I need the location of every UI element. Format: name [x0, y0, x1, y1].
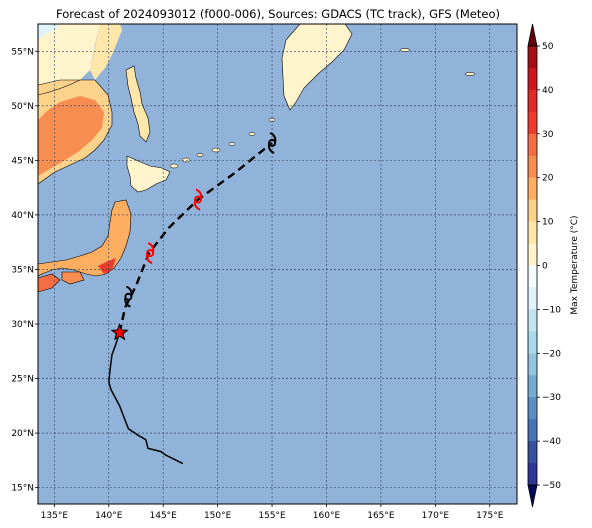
lat-tick-label: 20°N — [11, 429, 34, 439]
colorbar-band — [528, 199, 537, 222]
storm-symbol-icon — [124, 285, 133, 308]
colorbar-label: Max Temperature (°C) — [570, 215, 580, 314]
colorbar-band — [528, 309, 537, 332]
lon-tick-label: 165°E — [367, 511, 395, 521]
colorbar-band — [528, 441, 537, 464]
colorbar-band — [528, 177, 537, 201]
colorbar-band — [528, 133, 537, 157]
kamchatka-peninsula — [281, 24, 353, 111]
colorbar-band — [528, 155, 537, 179]
colorbar-tick-label: −20 — [542, 349, 561, 359]
colorbar-band — [528, 221, 537, 244]
map-frame — [37, 23, 518, 505]
colorbar-tick-label: −30 — [542, 393, 561, 403]
colorbar: 50 40 30 20 10 0 −10 −20 −30 −40 −50 — [527, 23, 561, 508]
colorbar-tick-label: 40 — [542, 86, 554, 96]
colorbar-band — [528, 419, 537, 442]
storm-symbol-icon — [193, 188, 203, 211]
longitude-axis: 135°E 140°E 145°E 150°E 155°E 160°E 165°E 170°E… — [41, 504, 504, 521]
honshu-island — [38, 199, 132, 277]
lon-tick-label: 160°E — [313, 511, 341, 521]
lat-tick-label: 40°N — [11, 211, 34, 221]
colorbar-band — [528, 265, 537, 288]
colorbar-tick-label: 20 — [542, 174, 554, 184]
lon-tick-label: 135°E — [41, 511, 69, 521]
colorbar-band — [528, 46, 537, 69]
map-gridlines — [38, 24, 517, 504]
figure-title: Forecast of 2024093012 (f000-006), Sourc… — [56, 7, 500, 21]
colorbar-tick-label: 30 — [542, 130, 554, 140]
colorbar-band — [528, 243, 537, 266]
lon-tick-label: 170°E — [422, 511, 450, 521]
lon-tick-label: 140°E — [95, 511, 123, 521]
colorbar-band — [528, 353, 537, 376]
colorbar-tick-label: −10 — [542, 305, 561, 315]
colorbar-tick-label: 10 — [542, 218, 554, 228]
colorbar-tick-label: −50 — [542, 481, 561, 491]
observed-track-line — [108, 332, 184, 465]
colorbar-band — [528, 463, 537, 486]
lat-tick-label: 30°N — [11, 320, 34, 330]
colorbar-band — [528, 89, 537, 113]
map-area — [38, 24, 517, 504]
kuril-islands — [169, 118, 276, 169]
lon-tick-label: 150°E — [204, 511, 232, 521]
hokkaido-island — [126, 155, 171, 193]
colorbar-over-arrow — [527, 23, 538, 47]
colorbar-tick-label: 50 — [542, 42, 554, 52]
commander-islands — [399, 48, 476, 76]
colorbar-under-arrow — [527, 484, 538, 508]
kyushu-island — [38, 273, 61, 293]
colorbar-band — [528, 331, 537, 354]
colorbar-tick-label: −40 — [542, 437, 561, 447]
ocean-background — [38, 24, 517, 504]
colorbar-band — [528, 397, 537, 420]
colorbar-band — [528, 67, 537, 91]
storm-symbol-icon — [145, 242, 155, 265]
honshu-hot-area — [98, 258, 116, 274]
lon-tick-label: 175°E — [476, 511, 504, 521]
colorbar-band — [528, 375, 537, 398]
colorbar-band — [528, 111, 537, 135]
lat-tick-label: 55°N — [11, 47, 34, 57]
latitude-axis: 15°N 20°N 25°N 30°N 35°N 40°N 45°N 50°N 55°N — [11, 47, 38, 494]
storm-symbols — [124, 131, 277, 308]
colorbar-tick-label: 0 — [542, 262, 548, 272]
lat-tick-label: 50°N — [11, 102, 34, 112]
lon-tick-label: 145°E — [150, 511, 178, 521]
sakhalin-island — [125, 65, 151, 143]
lat-tick-label: 35°N — [11, 265, 34, 275]
storm-symbol-icon — [267, 131, 277, 154]
lat-tick-label: 45°N — [11, 156, 34, 166]
colorbar-band — [528, 287, 537, 310]
shikoku-island — [61, 271, 85, 285]
lat-tick-label: 25°N — [11, 375, 34, 385]
lat-tick-label: 15°N — [11, 484, 34, 494]
current-position-star — [110, 323, 129, 341]
lon-tick-label: 155°E — [258, 511, 286, 521]
